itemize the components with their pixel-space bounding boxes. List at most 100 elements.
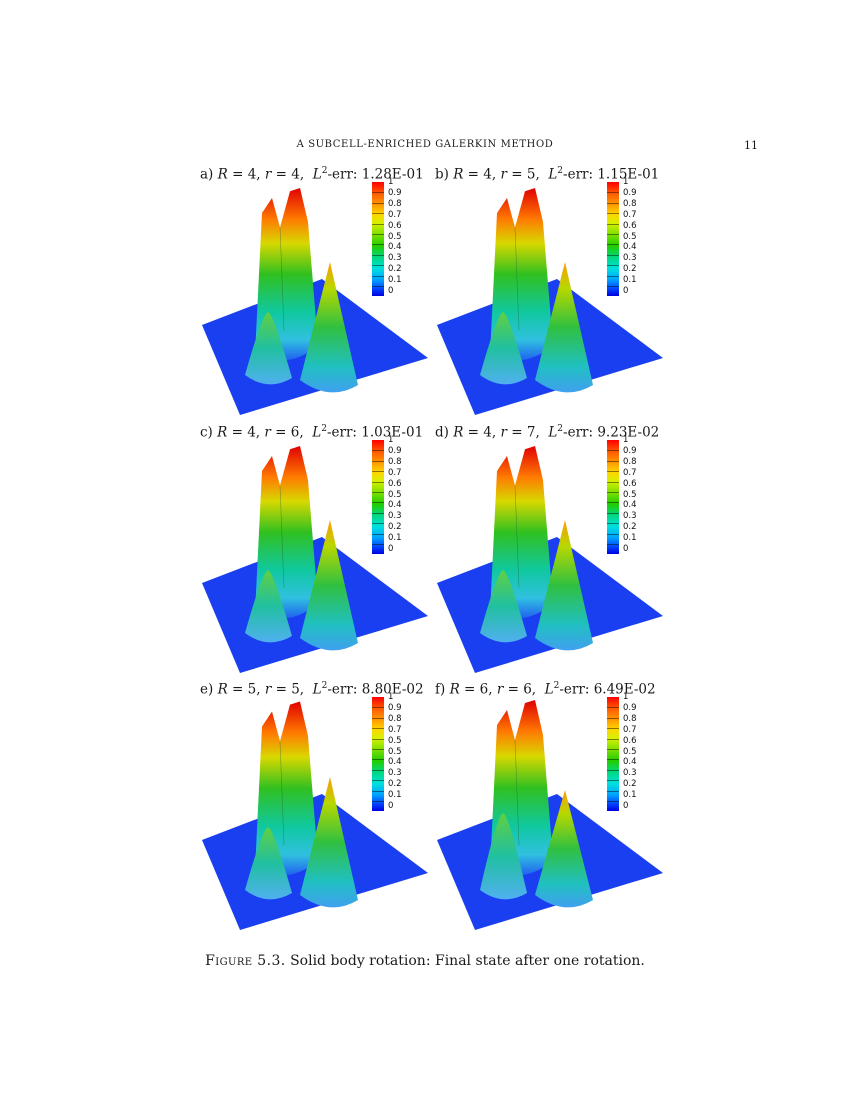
colorbar-tick-label: 0.9 <box>388 187 402 198</box>
panel-r-value: 5 <box>291 681 300 698</box>
panel-prefix: d) <box>435 424 449 441</box>
panel-err-value: 1.15E-01 <box>597 166 660 183</box>
figure-panel-d: d) R = 4, r = 7, L2-err: 9.23E-02 <box>435 424 667 674</box>
colorbar-labels: 1 0.9 0.8 0.7 0.6 0.5 0.4 0.3 0.2 0.1 0 <box>623 436 653 556</box>
colorbar-labels: 1 0.9 0.8 0.7 0.6 0.5 0.4 0.3 0.2 0.1 0 <box>388 178 418 298</box>
colorbar-tick-label: 0.5 <box>388 231 402 242</box>
panel-err-label: -err: <box>559 681 590 698</box>
colorbar <box>372 697 384 811</box>
colorbar-tick-label: 0.5 <box>623 231 637 242</box>
colorbar-tick-label: 0.2 <box>388 779 402 790</box>
colorbar-tick-label: 0.9 <box>623 445 637 456</box>
colorbar-labels: 1 0.9 0.8 0.7 0.6 0.5 0.4 0.3 0.2 0.1 0 <box>623 693 653 813</box>
panel-prefix: f) <box>435 681 446 698</box>
colorbar-tick-label: 1 <box>623 435 629 445</box>
cone <box>300 262 358 393</box>
small-hump <box>480 813 527 900</box>
colorbar-tick-label: 0.6 <box>623 735 637 746</box>
small-hump <box>245 570 292 643</box>
colorbar-tick-label: 0.7 <box>623 209 637 220</box>
colorbar-tick-label: 0.2 <box>623 264 637 275</box>
colorbar-tick-label: 0.4 <box>623 757 637 768</box>
colorbar <box>607 182 619 296</box>
running-head-title: A SUBCELL-ENRICHED GALERKIN METHOD <box>296 139 554 150</box>
colorbar-tick-label: 0.4 <box>388 757 402 768</box>
colorbar <box>372 182 384 296</box>
panel-prefix: e) <box>200 681 214 698</box>
colorbar-tick-label: 0.7 <box>623 724 637 735</box>
panel-R-value: 4 <box>483 424 492 441</box>
cone <box>535 262 593 393</box>
panel-err-label: -err: <box>327 166 358 183</box>
colorbar-tick-label: 0.1 <box>388 790 402 801</box>
colorbar-tick-label: 0.1 <box>623 533 637 544</box>
colorbar-tick-label: 0.4 <box>623 242 637 253</box>
colorbar <box>607 440 619 554</box>
colorbar-tick-label: 0.5 <box>623 489 637 500</box>
colorbar-tick-label: 0.5 <box>388 735 402 746</box>
panel-prefix: b) <box>435 166 449 183</box>
colorbar-tick-label: 0.6 <box>623 478 637 489</box>
colorbar-tick-label: 0.4 <box>623 500 637 511</box>
figure-label: Figure 5.3. <box>205 953 286 969</box>
panel-err-label: -err: <box>563 424 594 441</box>
colorbar-tick-label: 0.3 <box>623 253 637 264</box>
colorbar-labels: 1 0.9 0.8 0.7 0.6 0.5 0.4 0.3 0.2 0.1 0 <box>388 436 418 556</box>
colorbar-tick-label: 0 <box>623 801 629 811</box>
figure-caption-text: Solid body rotation: Final state after o… <box>290 953 645 969</box>
colorbar-tick-label: 0.4 <box>388 242 402 253</box>
colorbar-tick-label: 0.9 <box>388 445 402 456</box>
cone <box>535 520 593 651</box>
small-hump <box>480 570 527 643</box>
panel-r-value: 4 <box>291 166 300 183</box>
panel-caption: b) R = 4, r = 5, L2-err: 1.15E-01 <box>435 166 660 183</box>
colorbar-tick-label: 0.1 <box>388 533 402 544</box>
panel-R-value: 5 <box>247 681 257 698</box>
colorbar <box>607 697 619 811</box>
colorbar-tick-label: 1 <box>623 692 629 702</box>
panel-err-value: 8.80E-02 <box>361 681 424 698</box>
panel-R-value: 4 <box>247 166 257 183</box>
colorbar-tick-label: 0 <box>388 286 394 296</box>
colorbar-tick-label: 0.7 <box>388 724 402 735</box>
colorbar-tick-label: 0.3 <box>623 768 637 779</box>
panel-prefix: a) <box>200 166 214 183</box>
panel-r-value: 7 <box>526 424 536 441</box>
panel-caption: c) R = 4, r = 6, L2-err: 1.03E-01 <box>200 424 424 441</box>
colorbar-tick-label: 0.9 <box>623 702 637 713</box>
panel-R-value: 6 <box>479 681 489 698</box>
cone <box>300 520 358 651</box>
cone <box>300 777 358 908</box>
surface-plot <box>202 701 428 930</box>
panel-err-value: 1.03E-01 <box>361 424 424 441</box>
colorbar-tick-label: 0.5 <box>623 746 637 757</box>
figure-panel-e: e) R = 5, r = 5, L2-err: 8.80E-02 <box>200 681 432 931</box>
surface-plot <box>437 188 663 415</box>
panel-prefix: c) <box>200 424 213 441</box>
figure-caption: Figure 5.3. Solid body rotation: Final s… <box>0 953 850 969</box>
panel-caption: f) R = 6, r = 6, L2-err: 6.49E-02 <box>435 681 656 698</box>
panel-R-value: 4 <box>247 424 256 441</box>
small-hump <box>245 827 292 900</box>
panel-err-value: 9.23E-02 <box>597 424 660 441</box>
colorbar-tick-label: 0.1 <box>623 790 637 801</box>
colorbar-tick-label: 0.3 <box>388 768 402 779</box>
panel-caption: d) R = 4, r = 7, L2-err: 9.23E-02 <box>435 424 660 441</box>
panel-caption: e) R = 5, r = 5, L2-err: 8.80E-02 <box>200 681 424 698</box>
colorbar-tick-label: 0.8 <box>388 713 402 724</box>
figure-panel-a: a) R = 4, r = 4, L2-err: 1.28E-01 <box>200 166 432 416</box>
small-hump <box>245 312 292 385</box>
colorbar-tick-label: 0.6 <box>623 220 637 231</box>
colorbar-tick-label: 0.8 <box>388 198 402 209</box>
colorbar-tick-label: 0.2 <box>388 522 402 533</box>
figure-panel-b: b) R = 4, r = 5, L2-err: 1.15E-01 <box>435 166 667 416</box>
colorbar-tick-label: 0.5 <box>388 746 402 757</box>
surface-plot <box>437 446 663 673</box>
panel-r-value: 5 <box>526 166 536 183</box>
colorbar-tick-label: 1 <box>623 177 629 187</box>
panel-err-value: 6.49E-02 <box>593 681 656 698</box>
cone <box>535 790 593 908</box>
colorbar-tick-label: 0.7 <box>388 209 402 220</box>
panel-err-label: -err: <box>563 166 594 183</box>
colorbar-tick-label: 0.8 <box>388 456 402 467</box>
